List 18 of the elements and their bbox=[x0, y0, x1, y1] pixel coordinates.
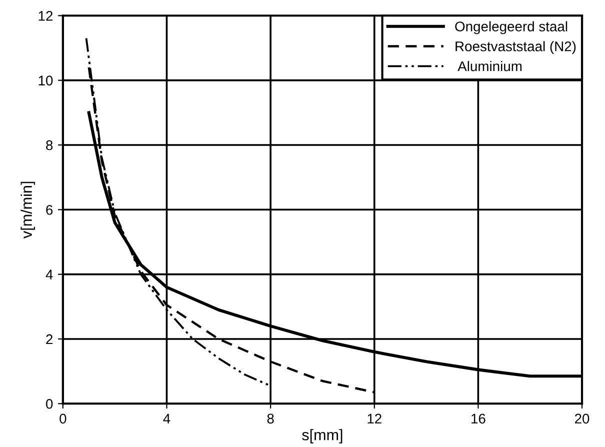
y-tick-label: 2 bbox=[46, 334, 52, 344]
y-tick-label: 10 bbox=[38, 76, 53, 86]
y-axis-title: v[m/min] bbox=[20, 182, 35, 238]
y-tick-label: 8 bbox=[46, 140, 53, 150]
x-tick-label: 0 bbox=[60, 414, 66, 424]
legend-label: Ongelegeerd staal bbox=[455, 21, 568, 34]
x-axis-title: s[mm] bbox=[302, 429, 342, 444]
y-tick-label: 12 bbox=[38, 10, 52, 21]
x-tick-label: 12 bbox=[368, 414, 382, 424]
y-tick-label: 0 bbox=[46, 398, 53, 409]
x-tick-label: 4 bbox=[163, 414, 170, 424]
legend-label: Roestvaststaal (N2) bbox=[456, 41, 576, 54]
y-tick-label: 4 bbox=[46, 270, 53, 280]
x-tick-label: 16 bbox=[472, 414, 486, 424]
x-tick-label: 20 bbox=[574, 414, 590, 424]
legend-label: Aluminium bbox=[458, 60, 522, 72]
y-tick-label: 6 bbox=[46, 204, 53, 215]
x-tick-label: 8 bbox=[267, 414, 274, 424]
